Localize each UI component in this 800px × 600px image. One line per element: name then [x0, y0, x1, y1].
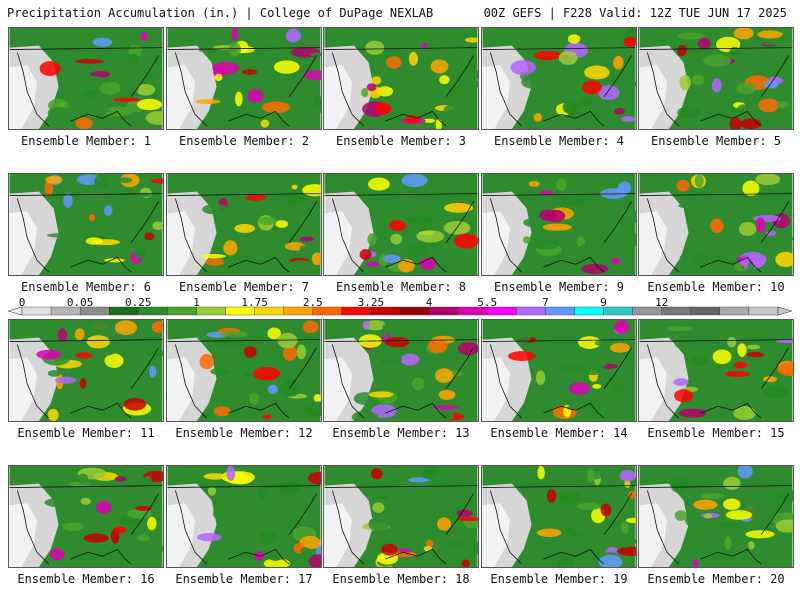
precip-map: [638, 465, 794, 568]
ensemble-member-label: Ensemble Member: 5: [650, 134, 782, 148]
colorbar-tick-label: 3.25: [357, 296, 385, 309]
ensemble-member-panel: Ensemble Member: 17: [166, 465, 322, 586]
ensemble-member-label: Ensemble Member: 9: [493, 280, 625, 294]
precip-map: [8, 465, 164, 568]
ensemble-member-panel: Ensemble Member: 1: [8, 27, 164, 148]
colorbar-tick-label: 12: [655, 296, 669, 309]
precip-map: [166, 319, 322, 422]
ensemble-member-panel: Ensemble Member: 6: [8, 173, 164, 294]
ensemble-member-label: Ensemble Member: 18: [332, 572, 470, 586]
ensemble-member-label: Ensemble Member: 1: [20, 134, 152, 148]
precip-map: [8, 27, 164, 130]
ensemble-member-label: Ensemble Member: 13: [332, 426, 470, 440]
precip-map: [166, 173, 322, 276]
ensemble-member-panel: Ensemble Member: 20: [638, 465, 794, 586]
ensemble-member-label: Ensemble Member: 14: [490, 426, 628, 440]
ensemble-member-label: Ensemble Member: 20: [647, 572, 785, 586]
colorbar-tick-label: 0.25: [125, 296, 152, 309]
precip-map: [481, 173, 637, 276]
precip-map: [166, 27, 322, 130]
colorbar-swatch: [167, 306, 197, 316]
ensemble-member-panel: Ensemble Member: 15: [638, 319, 794, 440]
ensemble-member-panel: Ensemble Member: 4: [481, 27, 637, 148]
colorbar-swatch: [603, 306, 633, 316]
ensemble-member-panel: Ensemble Member: 16: [8, 465, 164, 586]
ensemble-member-panel: Ensemble Member: 11: [8, 319, 164, 440]
ensemble-member-panel: Ensemble Member: 5: [638, 27, 794, 148]
precip-map: [481, 319, 637, 422]
ensemble-member-panel: Ensemble Member: 12: [166, 319, 322, 440]
precip-map: [638, 173, 794, 276]
ensemble-member-label: Ensemble Member: 17: [175, 572, 313, 586]
ensemble-member-label: Ensemble Member: 8: [335, 280, 467, 294]
colorbar-swatch: [196, 306, 226, 316]
precip-map: [8, 173, 164, 276]
colorbar-tick-label: 4: [425, 296, 433, 309]
colorbar-swatch: [399, 306, 430, 316]
colorbar-swatch: [545, 306, 575, 316]
colorbar-swatch: [428, 306, 459, 316]
ensemble-member-panel: Ensemble Member: 14: [481, 319, 637, 440]
precip-map: [166, 465, 322, 568]
precip-map: [323, 319, 479, 422]
ensemble-member-label: Ensemble Member: 12: [175, 426, 313, 440]
ensemble-member-panel: Ensemble Member: 18: [323, 465, 479, 586]
colorbar-right-arrow: [777, 306, 792, 316]
ensemble-member-panel: Ensemble Member: 19: [481, 465, 637, 586]
precip-map: [481, 27, 637, 130]
ensemble-member-panel: Ensemble Member: 2: [166, 27, 322, 148]
ensemble-member-panel: Ensemble Member: 10: [638, 173, 794, 294]
ensemble-member-label: Ensemble Member: 6: [20, 280, 152, 294]
precip-map: [323, 27, 479, 130]
ensemble-member-panel: Ensemble Member: 3: [323, 27, 479, 148]
run-valid-time: 00Z GEFS | F228 Valid: 12Z TUE JUN 17 20…: [483, 6, 787, 20]
precip-map: [323, 173, 479, 276]
precip-map: [8, 319, 164, 422]
precip-map: [638, 319, 794, 422]
colorbar-swatch: [690, 306, 721, 316]
ensemble-member-label: Ensemble Member: 16: [17, 572, 155, 586]
precip-map: [481, 465, 637, 568]
colorbar-tick-label: 7: [542, 296, 549, 309]
colorbar-tick-label: 0: [18, 296, 26, 309]
colorbar-swatch: [574, 306, 604, 316]
colorbar-swatch: [21, 306, 52, 316]
colorbar-swatch: [748, 306, 779, 316]
colorbar-tick-label: 0.05: [66, 296, 94, 309]
ensemble-member-label: Ensemble Member: 19: [490, 572, 628, 586]
colorbar-swatch: [516, 306, 546, 316]
colorbar-tick-label: 1: [193, 296, 200, 309]
colorbar-swatch: [719, 306, 750, 316]
ensemble-member-label: Ensemble Member: 15: [647, 426, 785, 440]
ensemble-member-panel: Ensemble Member: 13: [323, 319, 479, 440]
ensemble-member-panel: Ensemble Member: 8: [323, 173, 479, 294]
precip-map: [638, 27, 794, 130]
colorbar-tick-label: 9: [600, 296, 607, 309]
ensemble-member-panel: Ensemble Member: 7: [166, 173, 322, 294]
ensemble-member-label: Ensemble Member: 7: [178, 280, 310, 294]
ensemble-member-label: Ensemble Member: 10: [647, 280, 785, 294]
ensemble-member-label: Ensemble Member: 2: [178, 134, 310, 148]
precip-colorbar: [8, 306, 792, 316]
colorbar-tick-label: 1.75: [241, 296, 268, 309]
ensemble-member-label: Ensemble Member: 11: [17, 426, 155, 440]
precip-map: [323, 465, 479, 568]
ensemble-member-label: Ensemble Member: 4: [493, 134, 625, 148]
ensemble-member-label: Ensemble Member: 3: [335, 134, 467, 148]
colorbar-tick-label: 2.5: [302, 296, 323, 309]
map-title: Precipitation Accumulation (in.) | Colle…: [7, 6, 434, 20]
ensemble-member-panel: Ensemble Member: 9: [481, 173, 637, 294]
colorbar-tick-label: 5.5: [477, 296, 498, 309]
